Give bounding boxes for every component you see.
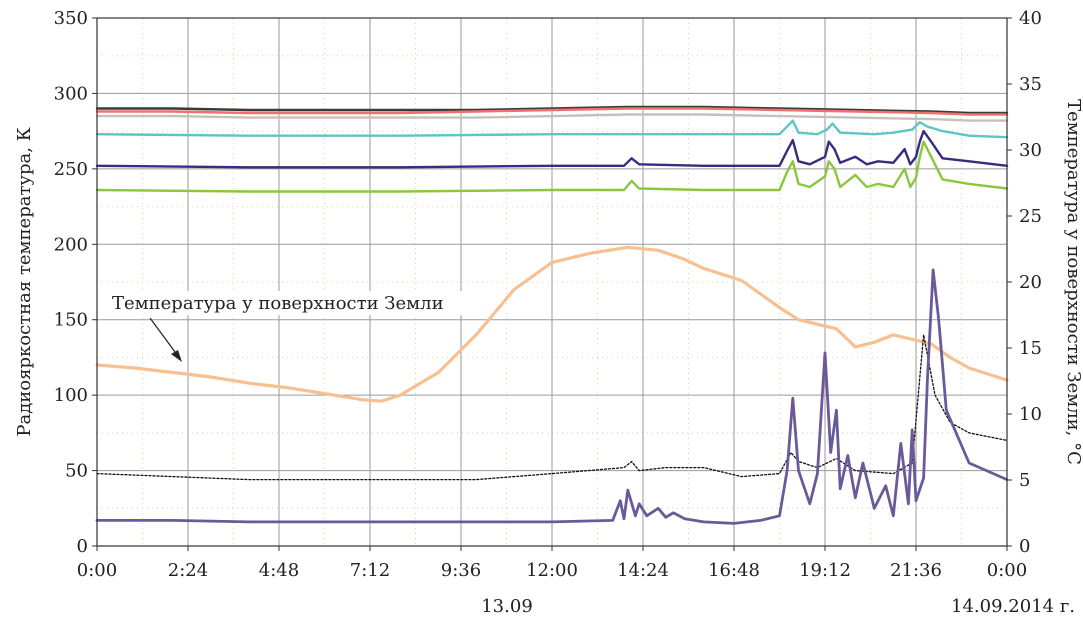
y-tick-left-label: 100 [54, 385, 88, 406]
annotation-text: Температура у поверхности Земли [112, 293, 444, 314]
series-line-4 [95, 119, 1009, 139]
date-label-13-09: 13.09 [481, 596, 533, 617]
y-tick-right-label: 15 [1019, 338, 1042, 359]
series-line-3 [95, 113, 1009, 122]
series-layer [95, 105, 1009, 525]
series-line-2 [95, 107, 1009, 116]
x-tick-label: 21:36 [890, 560, 942, 581]
x-tick-label: 9:36 [441, 560, 481, 581]
annotation-arrow [149, 317, 179, 357]
x-tick-label: 2:24 [168, 560, 208, 581]
x-tick-label: 4:48 [259, 560, 299, 581]
y-tick-left-label: 250 [54, 159, 88, 180]
y-tick-left-label: 150 [54, 310, 88, 331]
y-tick-left-label: 50 [65, 461, 88, 482]
y-axis-title-left: Радиояркостная температура, К [14, 127, 35, 436]
series-line-9 [95, 268, 1009, 525]
date-label-14-09: 14.09.2014 г. [951, 596, 1075, 617]
y-ticks-right: 0 5 10 15 20 25 30 35 40 [1007, 8, 1042, 557]
x-tick-label: 19:12 [799, 560, 851, 581]
x-tick-label: 16:48 [708, 560, 760, 581]
y-tick-right-label: 20 [1019, 272, 1042, 293]
y-axis-title-right: Температура у поверхности Земли, °С [1063, 99, 1083, 465]
y-tick-right-label: 10 [1019, 404, 1042, 425]
series-line-6 [95, 140, 1009, 193]
x-tick-label: 0:00 [77, 560, 117, 581]
y-tick-left-label: 350 [54, 8, 88, 29]
series-line-7 [95, 245, 1009, 403]
x-tick-label: 12:00 [526, 560, 578, 581]
y-tick-right-label: 30 [1019, 140, 1042, 161]
series-line-1 [95, 105, 1009, 115]
y-tick-right-label: 35 [1019, 74, 1042, 95]
y-tick-right-label: 5 [1019, 470, 1030, 491]
x-ticks: 0:00 2:24 4:48 7:12 9:36 12:00 14:24 16:48 19:12… [77, 546, 1027, 581]
x-tick-label: 14:24 [617, 560, 669, 581]
y-tick-left-label: 200 [54, 234, 88, 255]
x-tick-label: 0:00 [987, 560, 1027, 581]
annotation-background [108, 291, 470, 315]
series-line-8 [96, 334, 1008, 481]
y-tick-left-label: 0 [77, 536, 88, 557]
y-tick-left-label: 300 [54, 83, 88, 104]
y-ticks-left: 0 50 100 150 200 250 300 350 [54, 8, 97, 557]
annotation-arrowhead [171, 350, 182, 362]
y-tick-right-label: 25 [1019, 206, 1042, 227]
series-line-5 [95, 129, 1009, 169]
y-tick-right-label: 0 [1019, 536, 1030, 557]
x-tick-label: 7:12 [350, 560, 390, 581]
y-tick-right-label: 40 [1019, 8, 1042, 29]
